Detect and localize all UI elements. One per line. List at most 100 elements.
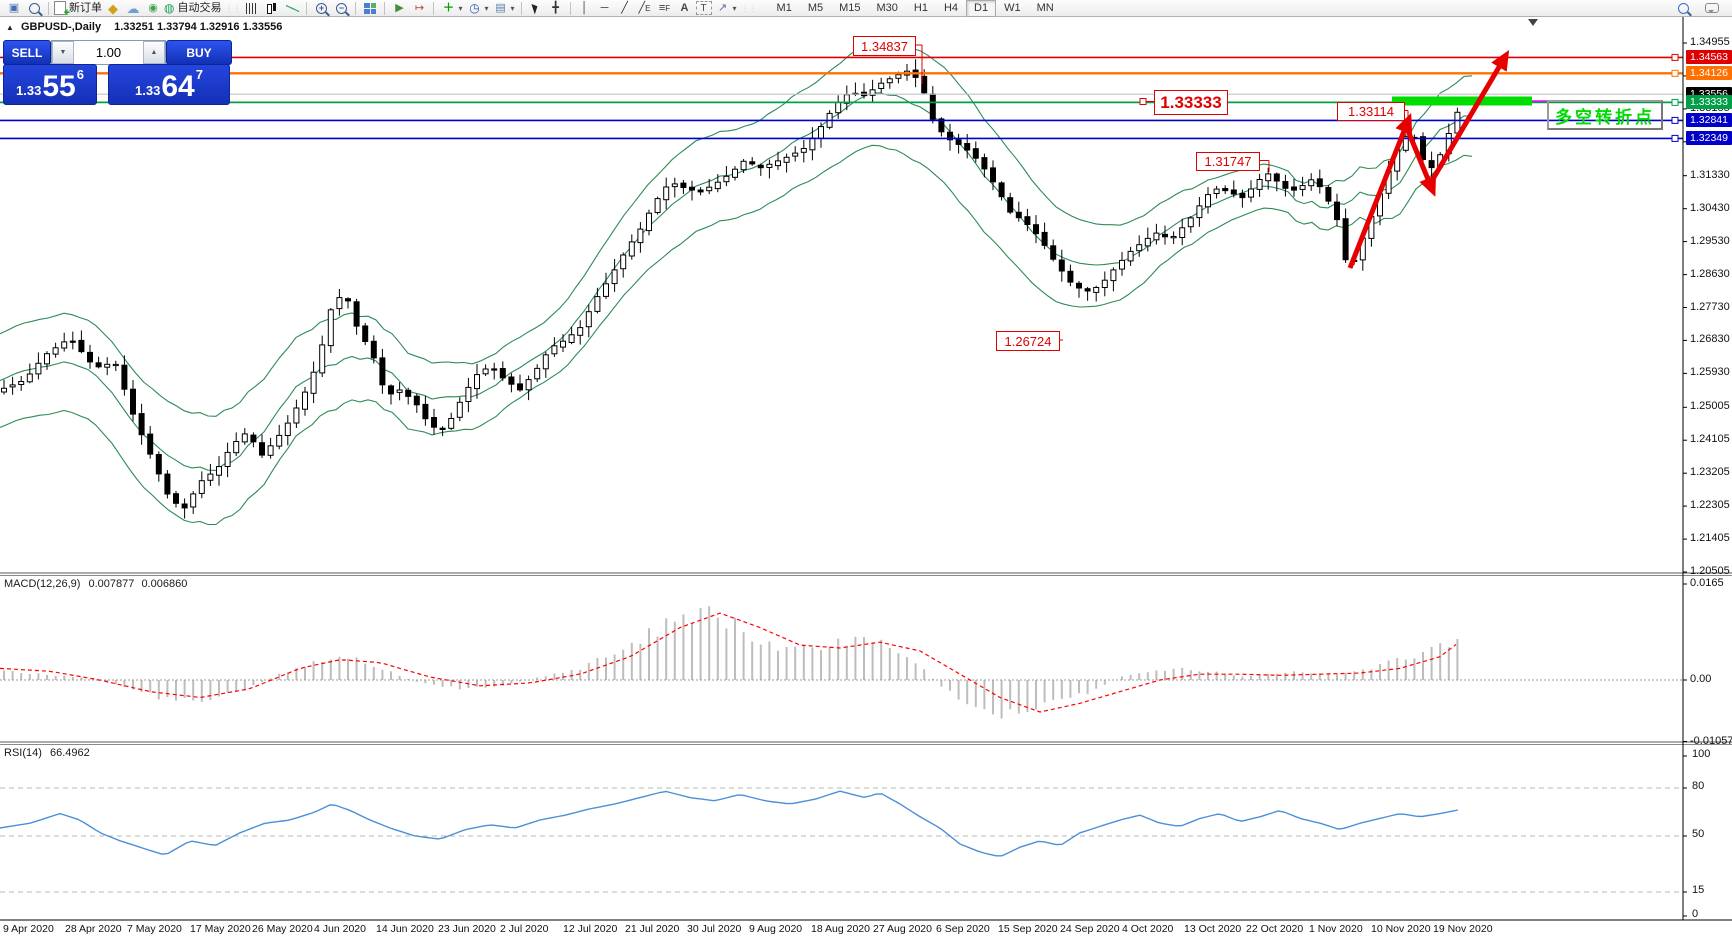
price-annotation-1.26724[interactable]: 1.26724 bbox=[996, 331, 1060, 351]
chart-canvas[interactable] bbox=[0, 17, 1732, 942]
dropdown-caret-icon[interactable]: ▾ bbox=[510, 3, 515, 13]
candle-body bbox=[517, 383, 523, 391]
tile-windows-icon[interactable] bbox=[361, 1, 379, 16]
indicators-add-icon[interactable]: ＋ bbox=[442, 1, 454, 14]
news-broadcast-icon[interactable]: ◉ bbox=[148, 1, 158, 14]
candle-body bbox=[1213, 188, 1220, 195]
trendline-icon[interactable]: ╱ bbox=[621, 1, 628, 14]
candle-body bbox=[1136, 244, 1143, 252]
equidistant-channel-icon[interactable]: ╱ E bbox=[638, 1, 651, 14]
price-annotation-1.33333[interactable]: 1.33333 bbox=[1154, 90, 1228, 115]
trend-arrow[interactable] bbox=[1347, 112, 1413, 269]
collapse-arrow-icon[interactable]: ▲ bbox=[6, 23, 14, 32]
candle-body bbox=[413, 395, 420, 406]
candle-body bbox=[998, 182, 1005, 198]
volume-decrease-button[interactable]: ▼ bbox=[52, 41, 74, 64]
horizontal-line-icon[interactable]: ─ bbox=[600, 1, 609, 14]
mql5-market-icon[interactable]: ◆ bbox=[108, 0, 118, 16]
timeframe-button-H4[interactable]: H4 bbox=[943, 1, 959, 14]
crosshair-icon[interactable]: ╋ bbox=[552, 1, 559, 14]
trend-arrow[interactable] bbox=[1427, 49, 1510, 186]
auto-trading-button[interactable]: ◍ 自动交易 bbox=[164, 1, 221, 16]
price-annotation-1.31747[interactable]: 1.31747 bbox=[1196, 152, 1260, 171]
candle-body bbox=[1428, 160, 1435, 169]
timeframe-button-M5[interactable]: M5 bbox=[807, 1, 824, 14]
zoom-out-icon[interactable]: − bbox=[332, 1, 350, 16]
ohlc-readout: 1.33251 1.33794 1.32916 1.33556 bbox=[114, 21, 283, 33]
timeframe-button-M30[interactable]: M30 bbox=[876, 1, 898, 14]
line-chart-icon[interactable] bbox=[283, 1, 301, 16]
bars-chart-icon[interactable] bbox=[243, 1, 261, 16]
chart-window-icon[interactable]: ▣ bbox=[8, 1, 20, 14]
fibonacci-icon[interactable]: ≡ F bbox=[658, 1, 671, 14]
text-label-icon[interactable]: T bbox=[695, 1, 712, 15]
candles-chart-icon[interactable] bbox=[263, 1, 281, 16]
timeframe-button-H1[interactable]: H1 bbox=[913, 1, 928, 14]
trend-arrow[interactable] bbox=[1403, 125, 1437, 197]
candle-body bbox=[224, 451, 231, 467]
date-label: 4 Jun 2020 bbox=[314, 923, 366, 935]
candle-body bbox=[706, 186, 713, 192]
volume-increase-button[interactable]: ▲ bbox=[143, 41, 165, 64]
annotation-handle[interactable] bbox=[1139, 98, 1147, 105]
signals-cloud-icon[interactable]: ☁ bbox=[126, 0, 140, 16]
candle-body bbox=[663, 186, 670, 201]
date-label: 30 Jul 2020 bbox=[687, 923, 742, 935]
profile-magnifier-icon[interactable] bbox=[25, 1, 43, 16]
timeframe-button-D1[interactable]: D1 bbox=[966, 0, 997, 17]
dropdown-caret-icon[interactable]: ▾ bbox=[458, 3, 463, 13]
zoom-in-icon[interactable]: + bbox=[312, 1, 330, 16]
vertical-line-icon[interactable]: │ bbox=[581, 1, 588, 14]
buy-button[interactable]: BUY bbox=[166, 40, 232, 65]
candle-body bbox=[603, 283, 609, 297]
text-icon[interactable]: A bbox=[680, 1, 689, 14]
turning-point-box[interactable]: 多空转折点 bbox=[1547, 100, 1663, 130]
candle-body bbox=[1256, 179, 1263, 190]
candle-body bbox=[508, 376, 515, 385]
line-handle[interactable] bbox=[1671, 69, 1679, 77]
candle-body bbox=[310, 371, 317, 394]
periods-clock-icon[interactable]: ◷ bbox=[469, 0, 480, 15]
buy-price-tile[interactable]: 1.33 64 7 bbox=[108, 64, 230, 105]
candle-body bbox=[1187, 217, 1194, 228]
search-magnifier-icon[interactable] bbox=[1674, 1, 1692, 16]
timeframe-button-W1[interactable]: W1 bbox=[1004, 1, 1021, 14]
chat-icon[interactable] bbox=[1703, 1, 1721, 16]
auto-scroll-icon[interactable]: ▶ bbox=[395, 1, 404, 14]
sell-button[interactable]: SELL bbox=[3, 40, 51, 65]
candle-body bbox=[233, 441, 240, 454]
price-annotation-1.33114[interactable]: 1.33114 bbox=[1337, 102, 1405, 121]
cursor-icon[interactable] bbox=[527, 1, 545, 16]
candle-body bbox=[964, 143, 971, 151]
chart-shift-icon[interactable]: ↦ bbox=[414, 1, 425, 14]
candle-body bbox=[327, 309, 334, 347]
new-order-button[interactable]: + 新订单 bbox=[54, 1, 102, 19]
candle-body bbox=[1033, 224, 1039, 235]
support-highlight-bar[interactable] bbox=[1392, 96, 1532, 106]
price-annotation-1.34837[interactable]: 1.34837 bbox=[853, 36, 916, 56]
volume-value[interactable]: 1.00 bbox=[95, 45, 122, 60]
timeframe-button-MN[interactable]: MN bbox=[1036, 1, 1054, 14]
timeframe-button-M15[interactable]: M15 bbox=[839, 1, 861, 14]
arrows-icon[interactable]: ↗ bbox=[717, 1, 728, 14]
candle-body bbox=[499, 368, 506, 379]
volume-stepper[interactable]: ▼ 1.00 ▲ bbox=[51, 40, 166, 65]
bollinger-lower-band bbox=[0, 144, 1473, 526]
sell-price-sup: 6 bbox=[76, 67, 84, 82]
chart-shift-marker[interactable] bbox=[1528, 19, 1538, 26]
timeframe-button-M1[interactable]: M1 bbox=[776, 1, 792, 14]
date-label: 9 Aug 2020 bbox=[749, 923, 803, 935]
line-handle[interactable] bbox=[1671, 116, 1679, 124]
candle-body bbox=[878, 82, 885, 89]
dropdown-caret-icon[interactable]: ▾ bbox=[732, 3, 737, 13]
dropdown-caret-icon[interactable]: ▾ bbox=[484, 3, 489, 13]
sell-price-tile[interactable]: 1.33 55 6 bbox=[3, 64, 97, 105]
templates-icon[interactable]: ▤ bbox=[495, 1, 506, 14]
line-handle[interactable] bbox=[1671, 134, 1679, 142]
candle-body bbox=[585, 311, 592, 328]
candle-body bbox=[990, 167, 996, 183]
line-handle[interactable] bbox=[1671, 53, 1679, 61]
candle-body bbox=[955, 139, 962, 145]
line-handle[interactable] bbox=[1671, 98, 1679, 106]
candle-body bbox=[1420, 136, 1426, 160]
